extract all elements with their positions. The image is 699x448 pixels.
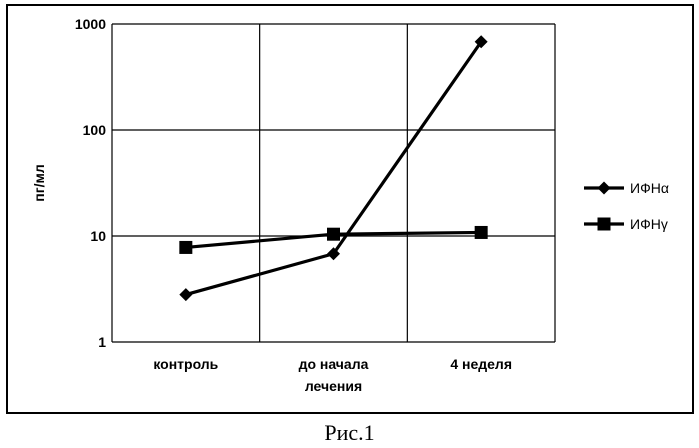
x-tick-line: лечения [305, 378, 362, 394]
y-tick-label: 1 [98, 334, 106, 350]
grid-layer [112, 24, 555, 342]
chart-svg: 1 10 100 1000 контроль до начала лечения 4 неде… [0, 0, 699, 420]
x-tick-label: 4 неделя [450, 356, 512, 372]
legend-item-2: ИФНγ [584, 216, 668, 232]
x-tick-label: до начала лечения [299, 356, 369, 394]
legend-marker [598, 182, 611, 195]
x-tick-label: контроль [153, 356, 218, 372]
data-point [475, 226, 488, 239]
legend-marker [598, 218, 611, 231]
legend: ИФНα ИФНγ [584, 180, 669, 232]
y-tick-label: 1000 [75, 16, 106, 32]
y-tick-label: 10 [90, 228, 106, 244]
x-tick-line: контроль [153, 356, 218, 372]
legend-label: ИФНγ [630, 216, 668, 232]
series-layer [179, 35, 487, 301]
x-tick-line: до начала [299, 356, 369, 372]
legend-item-1: ИФНα [584, 180, 669, 196]
y-axis-title: пг/мл [31, 164, 47, 201]
axis-layer: 1 10 100 1000 контроль до начала лечения 4 неде… [31, 16, 512, 394]
legend-label: ИФНα [630, 180, 669, 196]
series-1 [179, 35, 487, 301]
x-tick-line: 4 неделя [450, 356, 512, 372]
data-point [179, 288, 192, 301]
data-point [327, 228, 340, 241]
data-point [179, 241, 192, 254]
figure-caption: Рис.1 [0, 420, 699, 446]
y-tick-label: 100 [83, 122, 107, 138]
